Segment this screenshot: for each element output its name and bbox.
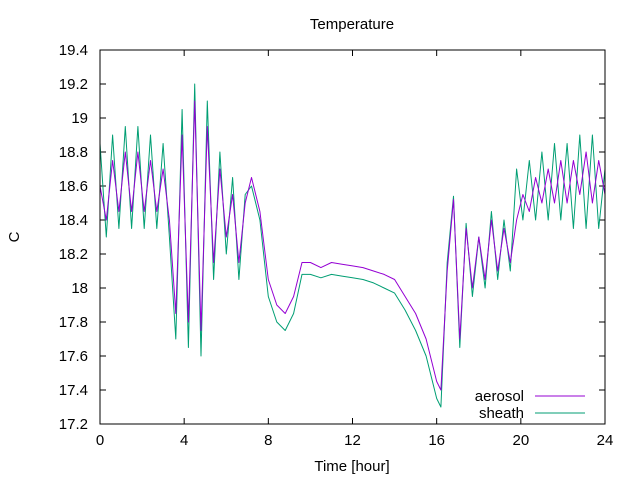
plot-frame: [99, 49, 606, 425]
y-tick-label: 17.2: [59, 416, 88, 433]
y-tick-label: 17.4: [59, 382, 88, 399]
y-tick-label: 19.4: [59, 42, 88, 59]
x-tick-label: 8: [264, 432, 272, 449]
legend: aerosol sheath: [475, 388, 585, 422]
y-tick-label: 19.2: [59, 76, 88, 93]
chart-title: Temperature: [310, 16, 394, 33]
x-tick-label: 0: [96, 432, 104, 449]
y-tick-label: 18.2: [59, 246, 88, 263]
y-axis-ticks: 17.2 17.4 17.6 17.8 18 18.2 18.4 18.6 18.8 19 19.2…: [59, 42, 605, 433]
y-tick-label: 18.6: [59, 178, 88, 195]
x-tick-label: 16: [428, 432, 445, 449]
y-tick-label: 18: [71, 280, 88, 297]
x-axis-ticks: 0 4 8 12 16 20 24: [96, 50, 614, 449]
x-axis-label: Time [hour]: [314, 458, 389, 475]
legend-label-sheath: sheath: [479, 405, 524, 422]
legend-label-aerosol: aerosol: [475, 388, 524, 405]
series-line-aerosol: [99, 100, 606, 391]
x-tick-label: 4: [180, 432, 188, 449]
y-tick-label: 19: [71, 110, 88, 127]
y-tick-label: 17.8: [59, 314, 88, 331]
x-tick-label: 12: [344, 432, 361, 449]
series-layer: [99, 83, 606, 408]
y-tick-label: 18.8: [59, 144, 88, 161]
x-tick-label: 20: [512, 432, 529, 449]
y-tick-label: 18.4: [59, 212, 88, 229]
x-tick-label: 24: [597, 432, 614, 449]
y-tick-label: 17.6: [59, 348, 88, 365]
y-axis-label: C: [6, 231, 23, 242]
series-line-sheath: [99, 83, 606, 408]
